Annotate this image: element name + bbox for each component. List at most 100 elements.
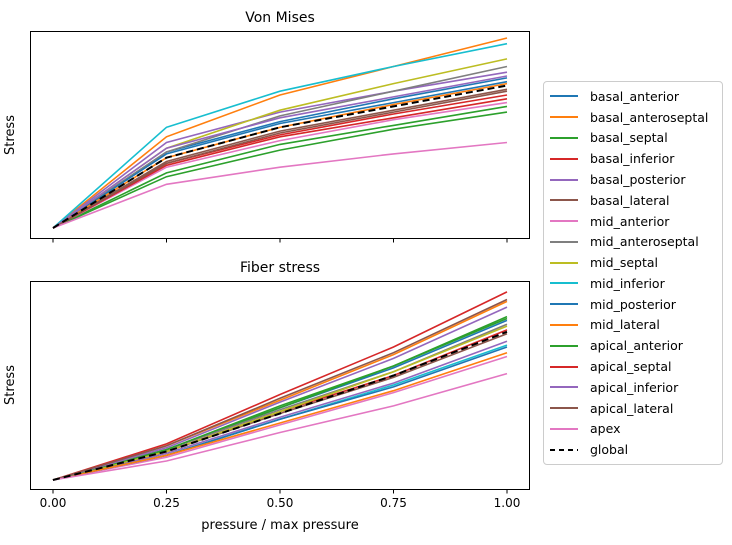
x-tick-label-4: 1.00 (494, 496, 521, 510)
legend-entry-label: global (590, 442, 629, 458)
series-line-apical_septal (52, 291, 508, 481)
legend-box: basal_anterior basal_anteroseptal basal_se… (543, 81, 723, 465)
series-line-global (52, 84, 508, 229)
series-line-basal_septal (52, 317, 508, 481)
legend-entry-mid_inferior: mid_inferior (550, 273, 722, 294)
legend-entry-basal_inferior: basal_inferior (550, 148, 722, 169)
series-line-apical_lateral (52, 90, 508, 229)
legend-line-sample-basal_lateral (550, 199, 578, 202)
fiber-stress-axes-frame (30, 281, 530, 490)
legend-entry-label: mid_septal (590, 255, 659, 271)
x-tick-label-2: 0.50 (267, 496, 294, 510)
series-line-apex (52, 141, 508, 229)
legend-line-sample-basal_anterior (550, 95, 578, 98)
legend-entry-label: mid_inferior (590, 275, 665, 291)
von-mises-ylabel: Stress (3, 115, 18, 155)
x-tick-label-1: 0.25 (153, 496, 180, 510)
x-tick-label-0: 0.00 (40, 496, 67, 510)
legend-entry-label: basal_lateral (590, 192, 670, 208)
series-line-basal_posterior (52, 340, 508, 481)
legend-entry-apical_lateral: apical_lateral (550, 398, 722, 419)
legend-line-sample-mid_septal (550, 261, 578, 264)
legend-line-sample-mid_anterior (550, 220, 578, 223)
legend-entry-label: apex (590, 421, 621, 437)
series-line-basal_inferior (52, 94, 508, 229)
legend-entry-label: basal_posterior (590, 172, 686, 188)
series-line-apical_inferior (52, 75, 508, 229)
legend-entry-label: apical_inferior (590, 379, 679, 395)
series-line-mid_lateral (52, 82, 508, 229)
legend-entry-label: mid_posterior (590, 296, 676, 312)
series-line-basal_anteroseptal (52, 37, 508, 229)
legend-entry-label: apical_anterior (590, 338, 683, 354)
von-mises-x-ticks (52, 238, 508, 243)
legend-line-sample-basal_posterior (550, 178, 578, 181)
legend-entry-label: mid_anterior (590, 213, 670, 229)
legend-line-sample-apical_septal (550, 365, 578, 368)
series-line-mid_anterior (52, 355, 508, 481)
legend-entry-basal_anterior: basal_anterior (550, 86, 722, 107)
legend-entry-global: global (550, 439, 722, 460)
legend-line-sample-mid_anteroseptal (550, 240, 578, 243)
series-line-apical_anterior (52, 111, 508, 229)
series-line-basal_anteroseptal (52, 300, 508, 481)
von-mises-title: Von Mises (245, 10, 315, 26)
series-line-apical_inferior (52, 306, 508, 481)
fiber-stress-title: Fiber stress (240, 260, 320, 276)
fiber-stress-ylabel: Stress (3, 365, 18, 405)
series-line-basal_lateral (52, 88, 508, 229)
legend-entry-mid_septal: mid_septal (550, 252, 722, 273)
series-line-mid_anterior (52, 101, 508, 229)
legend-entry-label: basal_septal (590, 130, 668, 146)
legend-entry-label: mid_anteroseptal (590, 234, 699, 250)
fiber-stress-x-ticks (52, 489, 508, 494)
legend-entry-apical_septal: apical_septal (550, 356, 722, 377)
x-tick-label-3: 0.75 (380, 496, 407, 510)
series-line-apical_lateral (52, 298, 508, 481)
series-line-mid_posterior (52, 80, 508, 229)
legend-line-sample-apex (550, 427, 578, 430)
series-line-apical_anterior (52, 315, 508, 481)
legend-entry-label: apical_lateral (590, 400, 674, 416)
legend-entry-basal_lateral: basal_lateral (550, 190, 722, 211)
legend-entry-apical_anterior: apical_anterior (550, 335, 722, 356)
series-line-apical_septal (52, 98, 508, 229)
legend-entry-mid_anterior: mid_anterior (550, 211, 722, 232)
legend-line-sample-mid_lateral (550, 323, 578, 326)
x-axis-label: pressure / max pressure (201, 518, 358, 533)
legend-entry-basal_anteroseptal: basal_anteroseptal (550, 107, 722, 128)
x-tick-labels: 0.00 0.25 0.50 0.75 1.00 (40, 496, 521, 510)
legend-line-sample-apical_anterior (550, 344, 578, 347)
series-line-basal_anterior (52, 77, 508, 229)
legend-entry-mid_anteroseptal: mid_anteroseptal (550, 231, 722, 252)
series-line-mid_lateral (52, 351, 508, 481)
series-line-mid_anteroseptal (52, 65, 508, 229)
legend-line-sample-apical_lateral (550, 407, 578, 410)
von-mises-series-lines (52, 37, 508, 229)
legend-entry-label: basal_anterior (590, 88, 680, 104)
legend-entry-basal_posterior: basal_posterior (550, 169, 722, 190)
legend-entry-label: apical_septal (590, 359, 672, 375)
legend-entry-mid_lateral: mid_lateral (550, 315, 722, 336)
legend-line-sample-mid_inferior (550, 282, 578, 285)
legend-entry-apex: apex (550, 419, 722, 440)
series-line-mid_inferior (52, 42, 508, 229)
legend-line-sample-mid_posterior (550, 303, 578, 306)
fiber-stress-series-lines (52, 291, 508, 481)
legend-line-sample-basal_inferior (550, 157, 578, 160)
legend-line-sample-basal_anteroseptal (550, 116, 578, 119)
series-line-apex (52, 372, 508, 481)
legend-entry-basal_septal: basal_septal (550, 128, 722, 149)
legend-entry-apical_inferior: apical_inferior (550, 377, 722, 398)
legend-line-sample-global (550, 448, 578, 451)
legend-entry-label: mid_lateral (590, 317, 660, 333)
series-line-global (52, 330, 508, 481)
legend-entry-mid_posterior: mid_posterior (550, 294, 722, 315)
series-line-basal_posterior (52, 71, 508, 229)
legend-entry-label: basal_inferior (590, 151, 675, 167)
legend-line-sample-basal_septal (550, 136, 578, 139)
series-line-basal_septal (52, 105, 508, 229)
legend-line-sample-apical_inferior (550, 386, 578, 389)
